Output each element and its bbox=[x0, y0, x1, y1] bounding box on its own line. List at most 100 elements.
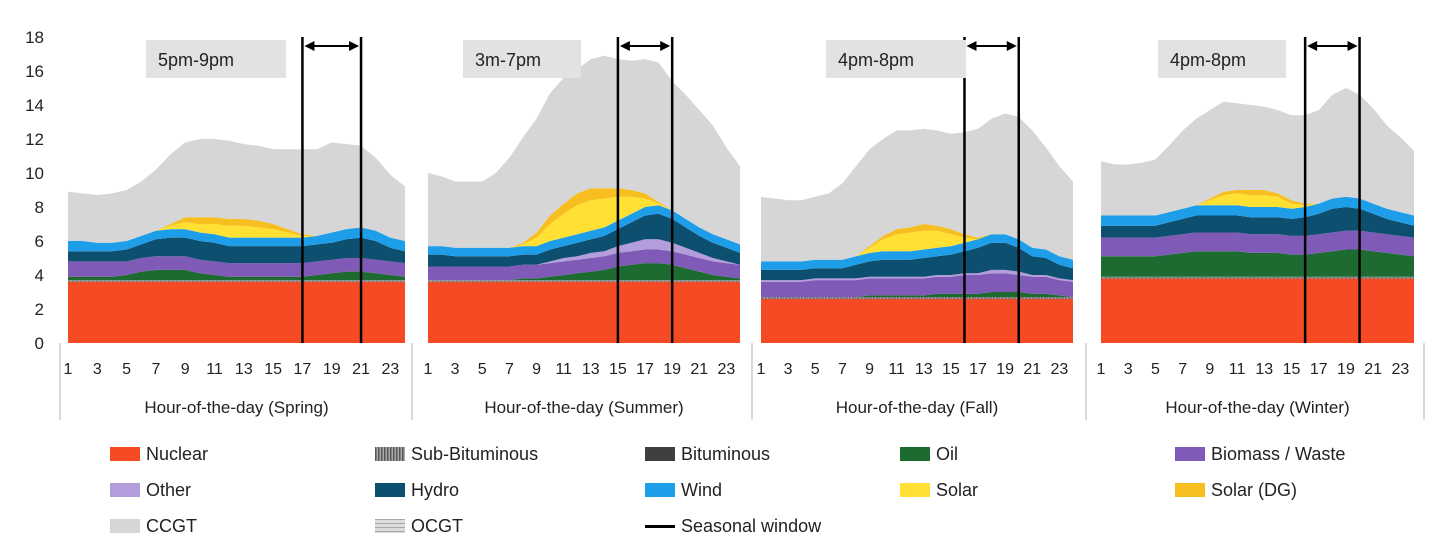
area-summer-other bbox=[428, 239, 740, 267]
area-fall-ccgt bbox=[761, 113, 1073, 262]
area-spring-solar bbox=[68, 222, 405, 243]
x-axis-title-winter: Hour-of-the-day (Winter) bbox=[1165, 398, 1349, 417]
y-tick-label-2: 2 bbox=[35, 300, 44, 319]
x-tick-label-winter-17: 17 bbox=[1310, 361, 1328, 378]
window-label-box-summer bbox=[463, 40, 581, 78]
area-summer-wind bbox=[428, 205, 740, 257]
window-arrowhead-left-spring bbox=[304, 41, 315, 51]
legend-item-oil: Oil bbox=[900, 442, 958, 466]
area-summer-oil bbox=[428, 263, 740, 281]
y-tick-label-6: 6 bbox=[35, 232, 44, 251]
x-tick-label-fall-13: 13 bbox=[915, 361, 933, 378]
x-tick-label-winter-1: 1 bbox=[1097, 361, 1106, 378]
legend-swatch bbox=[900, 483, 930, 497]
x-axis-title-summer: Hour-of-the-day (Summer) bbox=[484, 398, 683, 417]
legend-swatch bbox=[110, 447, 140, 461]
legend-swatch bbox=[645, 524, 675, 528]
area-winter-ccgt bbox=[1101, 88, 1414, 216]
y-tick-label-0: 0 bbox=[35, 334, 44, 353]
x-axis-title-spring: Hour-of-the-day (Spring) bbox=[144, 398, 328, 417]
x-tick-label-winter-11: 11 bbox=[1229, 361, 1246, 378]
legend-swatch bbox=[1175, 447, 1205, 461]
x-tick-label-spring-19: 19 bbox=[323, 361, 341, 378]
x-tick-label-summer-17: 17 bbox=[636, 361, 654, 378]
legend-label: OCGT bbox=[411, 515, 463, 536]
x-tick-label-fall-3: 3 bbox=[784, 361, 793, 378]
window-label-fall: 4pm-8pm bbox=[838, 50, 914, 70]
x-tick-label-spring-3: 3 bbox=[93, 361, 102, 378]
area-winter-sub-bituminous bbox=[1101, 276, 1414, 279]
legend-swatch bbox=[900, 447, 930, 461]
legend-label: Biomass / Waste bbox=[1211, 443, 1346, 464]
x-tick-label-summer-7: 7 bbox=[505, 361, 514, 378]
area-fall-hydro bbox=[761, 242, 1073, 281]
legend-label: Solar (DG) bbox=[1211, 479, 1298, 500]
window-arrowhead-right-spring bbox=[349, 41, 360, 51]
legend-item-wind: Wind bbox=[645, 478, 722, 502]
x-tick-label-fall-21: 21 bbox=[1023, 361, 1041, 378]
legend-item-ocgt: OCGT bbox=[375, 514, 463, 538]
legend-item-seasonal-window: Seasonal window bbox=[645, 514, 821, 538]
area-spring-biomass-waste bbox=[68, 256, 405, 277]
area-fall-nuclear bbox=[761, 298, 1073, 343]
x-tick-label-spring-15: 15 bbox=[264, 361, 282, 378]
x-tick-label-spring-23: 23 bbox=[381, 361, 399, 378]
area-winter-hydro bbox=[1101, 207, 1414, 238]
y-tick-label-12: 12 bbox=[25, 130, 44, 149]
window-arrowhead-left-fall bbox=[966, 41, 977, 51]
legend-swatch bbox=[1175, 483, 1205, 497]
x-tick-label-winter-19: 19 bbox=[1337, 361, 1355, 378]
x-tick-label-summer-11: 11 bbox=[555, 361, 572, 378]
area-fall-wind bbox=[761, 234, 1073, 270]
area-spring-solar-dg- bbox=[68, 217, 405, 243]
x-tick-label-winter-21: 21 bbox=[1364, 361, 1382, 378]
area-summer-solar bbox=[428, 196, 740, 248]
x-tick-label-spring-11: 11 bbox=[206, 361, 223, 378]
y-tick-label-4: 4 bbox=[35, 266, 44, 285]
area-fall-solar-dg- bbox=[761, 224, 1073, 262]
x-tick-label-summer-5: 5 bbox=[478, 361, 487, 378]
window-arrowhead-left-summer bbox=[619, 41, 630, 51]
legend-label: Seasonal window bbox=[681, 515, 822, 536]
area-spring-wind bbox=[68, 227, 405, 252]
y-tick-label-8: 8 bbox=[35, 198, 44, 217]
legend-item-solar: Solar bbox=[900, 478, 978, 502]
window-arrowhead-right-winter bbox=[1347, 41, 1358, 51]
y-tick-label-18: 18 bbox=[25, 28, 44, 47]
legend-item-hydro: Hydro bbox=[375, 478, 459, 502]
x-tick-label-fall-23: 23 bbox=[1051, 361, 1069, 378]
y-tick-label-14: 14 bbox=[25, 96, 44, 115]
legend-label: Wind bbox=[681, 479, 723, 500]
legend-label: Oil bbox=[936, 443, 958, 464]
x-tick-label-fall-19: 19 bbox=[996, 361, 1014, 378]
x-tick-label-summer-15: 15 bbox=[609, 361, 627, 378]
area-summer-hydro bbox=[428, 213, 740, 267]
window-label-box-fall bbox=[826, 40, 966, 78]
x-tick-label-fall-9: 9 bbox=[865, 361, 874, 378]
x-tick-label-fall-17: 17 bbox=[969, 361, 987, 378]
area-winter-solar bbox=[1101, 193, 1414, 216]
x-tick-label-fall-11: 11 bbox=[888, 361, 905, 378]
legend-item-biomass-waste: Biomass / Waste bbox=[1175, 442, 1345, 466]
area-winter-biomass-waste bbox=[1101, 230, 1414, 257]
x-tick-label-summer-23: 23 bbox=[718, 361, 736, 378]
window-label-summer: 3m-7pm bbox=[475, 50, 541, 70]
window-label-box-spring bbox=[146, 40, 286, 78]
x-tick-label-spring-17: 17 bbox=[294, 361, 312, 378]
y-tick-label-10: 10 bbox=[25, 164, 44, 183]
x-tick-label-summer-19: 19 bbox=[663, 361, 681, 378]
legend-swatch bbox=[375, 519, 405, 533]
window-arrowhead-right-fall bbox=[1006, 41, 1017, 51]
window-label-box-winter bbox=[1158, 40, 1286, 78]
legend-item-ccgt: CCGT bbox=[110, 514, 197, 538]
x-tick-label-winter-9: 9 bbox=[1205, 361, 1214, 378]
area-fall-solar bbox=[761, 230, 1073, 262]
x-tick-label-spring-21: 21 bbox=[352, 361, 370, 378]
area-spring-hydro bbox=[68, 237, 405, 264]
area-winter-oil bbox=[1101, 249, 1414, 277]
window-label-winter: 4pm-8pm bbox=[1170, 50, 1246, 70]
area-fall-biomass-waste bbox=[761, 273, 1073, 298]
